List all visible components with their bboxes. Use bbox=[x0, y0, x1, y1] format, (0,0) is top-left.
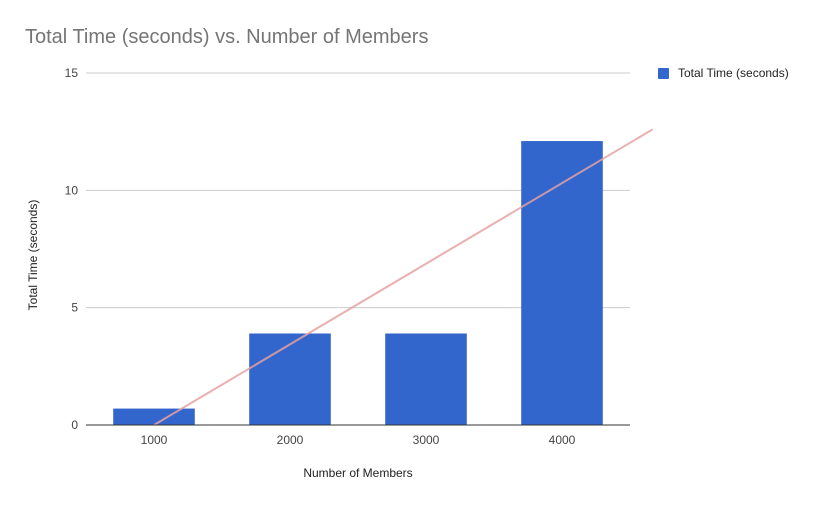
trendline-layer bbox=[153, 128, 654, 426]
y-axis-ticks: 0 5 10 15 bbox=[65, 66, 79, 432]
bars bbox=[113, 141, 603, 425]
legend-label: Total Time (seconds) bbox=[678, 66, 789, 80]
bar bbox=[249, 333, 331, 425]
y-axis-title: Total Time (seconds) bbox=[26, 200, 40, 311]
x-tick-label: 3000 bbox=[413, 433, 440, 447]
y-tick-label: 5 bbox=[71, 301, 78, 315]
bar bbox=[521, 141, 603, 425]
y-tick-label: 10 bbox=[65, 183, 79, 197]
trendline bbox=[153, 128, 654, 426]
bar bbox=[113, 408, 195, 425]
y-tick-label: 15 bbox=[65, 66, 79, 80]
x-axis-ticks: 1000 2000 3000 4000 bbox=[141, 433, 576, 447]
x-tick-label: 2000 bbox=[277, 433, 304, 447]
x-tick-label: 4000 bbox=[549, 433, 576, 447]
bar bbox=[385, 333, 467, 425]
x-tick-label: 1000 bbox=[141, 433, 168, 447]
x-axis-title: Number of Members bbox=[303, 466, 412, 480]
chart-title: Total Time (seconds) vs. Number of Membe… bbox=[25, 26, 429, 48]
y-tick-label: 0 bbox=[71, 418, 78, 432]
legend: Total Time (seconds) bbox=[658, 66, 789, 80]
legend-swatch bbox=[658, 67, 669, 79]
